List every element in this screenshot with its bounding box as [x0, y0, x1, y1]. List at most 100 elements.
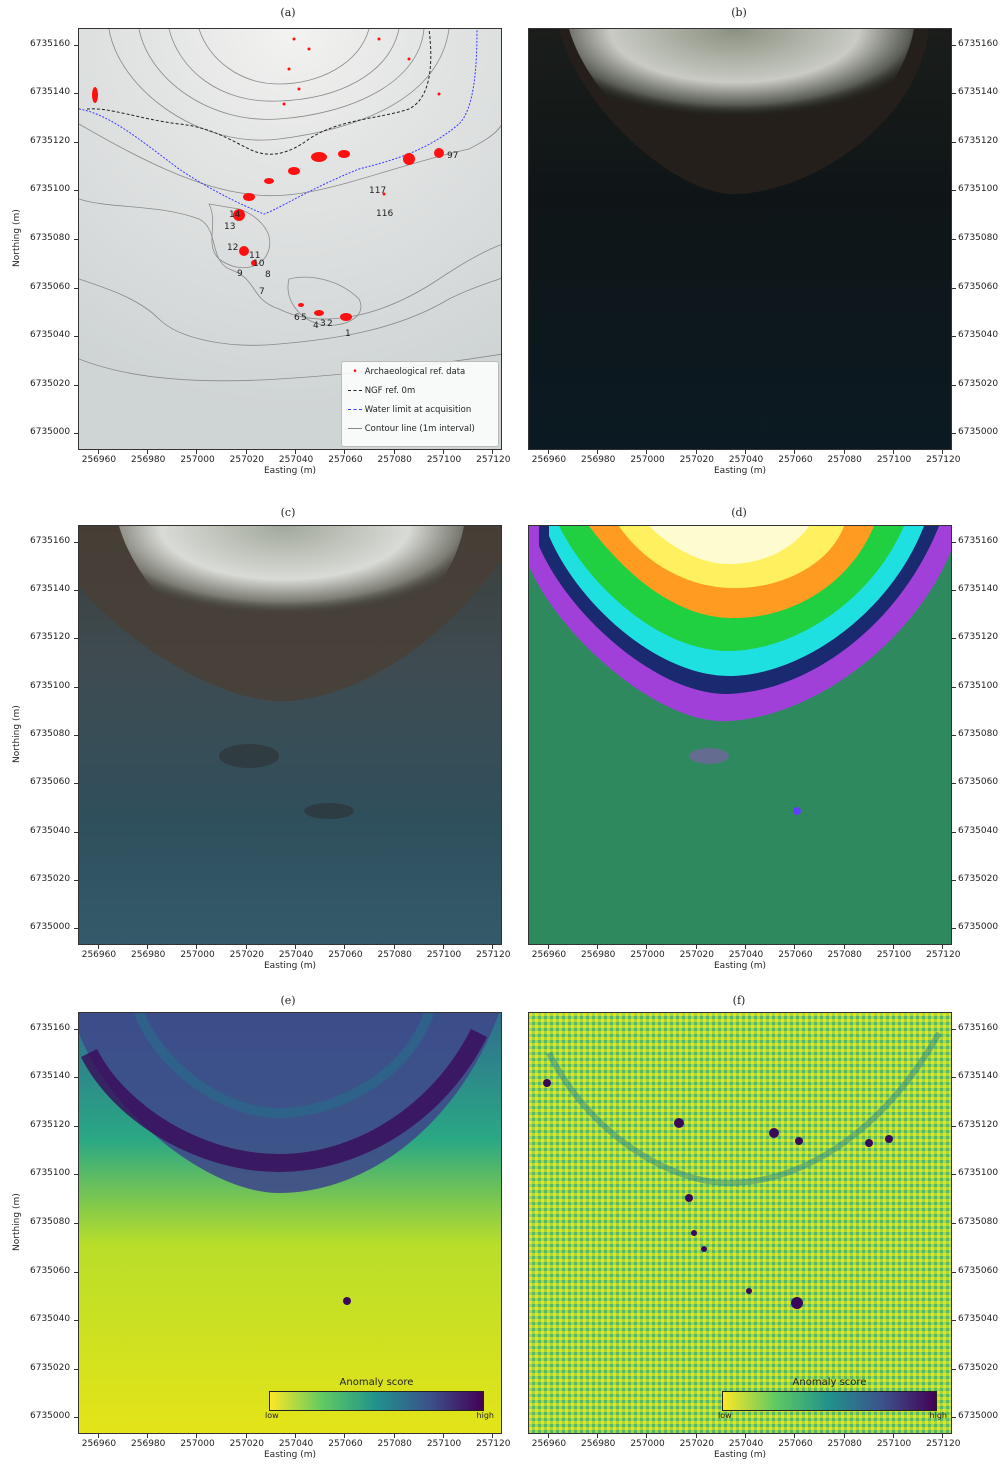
x-tick-mark-c-2: [196, 945, 198, 949]
x-tick-label-d-6: 257080: [827, 950, 862, 960]
x-tick-mark-a-8: [492, 450, 494, 454]
y-tick-mark-a-7: [74, 384, 78, 386]
x-tick-mark-b-7: [892, 450, 894, 454]
x-tick-mark-c-5: [344, 945, 346, 949]
site-label-8: 8: [265, 270, 271, 280]
y-tick-label-b-6: 6735040: [958, 330, 999, 340]
water-limit-line: [79, 29, 478, 215]
x-tick-label-f-4: 257040: [728, 1439, 764, 1449]
x-tick-mark-b-1: [597, 450, 599, 454]
x-axis-label-a: Easting (m): [264, 466, 316, 476]
panel-e-svg: [79, 1013, 501, 1433]
ngf-line: [86, 29, 432, 155]
y-tick-mark-b-8: [952, 433, 956, 435]
x-tick-label-f-3: 257020: [679, 1439, 714, 1449]
anomaly-spots-f: [543, 1079, 893, 1309]
x-tick-label-b-7: 257100: [876, 455, 912, 465]
colorbar-f-gradient: [722, 1391, 937, 1411]
y-tick-mark-c-8: [74, 928, 78, 930]
y-axis-label-a: Northing (m): [12, 209, 22, 267]
x-tick-label-f-7: 257100: [876, 1439, 912, 1449]
x-tick-label-c-8: 257120: [476, 950, 511, 960]
y-tick-label-d-4: 6735080: [958, 729, 999, 739]
x-tick-label-a-6: 257080: [377, 455, 412, 465]
site-label-10: 10: [253, 259, 265, 269]
x-tick-label-e-1: 256980: [131, 1439, 166, 1449]
y-tick-mark-b-2: [952, 141, 956, 143]
colorbar-e: Anomaly score low high: [265, 1377, 494, 1420]
x-tick-label-a-1: 256980: [131, 455, 166, 465]
x-tick-mark-c-6: [393, 945, 395, 949]
y-tick-mark-f-7: [952, 1368, 956, 1370]
x-tick-label-f-5: 257060: [778, 1439, 813, 1449]
y-tick-label-a-1: 6735140: [30, 87, 71, 98]
x-tick-mark-b-2: [646, 450, 648, 454]
y-tick-label-d-7: 6735020: [958, 873, 999, 884]
y-tick-mark-a-1: [74, 93, 78, 95]
x-tick-mark-c-7: [442, 945, 444, 949]
y-tick-mark-f-6: [952, 1320, 956, 1321]
y-tick-mark-d-8: [952, 928, 956, 930]
site-label-2: 2: [327, 319, 333, 329]
x-tick-mark-f-8: [942, 1434, 944, 1438]
y-tick-mark-c-6: [74, 831, 78, 833]
y-tick-label-d-2: 6735120: [958, 632, 999, 643]
y-tick-mark-a-6: [74, 336, 78, 337]
x-tick-label-a-5: 257060: [328, 455, 363, 465]
x-tick-label-c-5: 257060: [328, 950, 363, 960]
x-tick-mark-d-3: [695, 945, 697, 949]
colorbar-e-title: Anomaly score: [339, 1377, 414, 1388]
y-tick-label-e-8: 6735000: [30, 1411, 71, 1422]
y-tick-label-a-5: 6735060: [30, 281, 71, 292]
y-tick-mark-d-3: [952, 686, 956, 688]
y-tick-label-b-1: 6735140: [958, 87, 999, 98]
x-tick-mark-e-4: [294, 1434, 296, 1438]
x-tick-mark-d-4: [744, 945, 746, 949]
site-label-97: 97: [447, 151, 459, 161]
x-tick-mark-a-7: [442, 450, 444, 454]
x-tick-mark-a-3: [245, 450, 247, 454]
site-label-4: 4: [313, 321, 319, 331]
y-tick-label-e-7: 6735020: [30, 1362, 71, 1373]
x-tick-label-a-4: 257040: [278, 455, 314, 465]
y-tick-mark-e-2: [74, 1125, 78, 1127]
y-tick-label-e-0: 6735160: [30, 1022, 71, 1033]
x-tick-label-d-2: 257000: [630, 950, 665, 960]
x-tick-label-b-2: 257000: [630, 455, 665, 465]
x-tick-label-e-8: 257120: [476, 1439, 511, 1449]
y-tick-label-f-3: 6735100: [958, 1168, 999, 1179]
x-axis-label-d: Easting (m): [714, 961, 766, 971]
x-tick-label-b-0: 256960: [531, 455, 567, 465]
x-tick-label-d-7: 257100: [876, 950, 912, 960]
x-tick-label-d-0: 256960: [531, 950, 567, 960]
x-tick-label-b-6: 257080: [827, 455, 862, 465]
y-tick-label-e-5: 6735060: [30, 1265, 71, 1276]
x-tick-mark-c-0: [97, 945, 99, 949]
y-tick-label-f-0: 6735160: [958, 1022, 999, 1033]
x-tick-mark-d-7: [892, 945, 894, 949]
x-tick-mark-f-4: [744, 1434, 746, 1438]
x-tick-mark-b-6: [843, 450, 845, 454]
x-tick-mark-d-5: [794, 945, 796, 949]
x-tick-label-a-7: 257100: [426, 455, 462, 465]
y-tick-label-f-2: 6735120: [958, 1119, 999, 1130]
y-tick-label-f-6: 6735040: [958, 1314, 999, 1324]
y-tick-label-f-8: 6735000: [958, 1411, 999, 1422]
x-tick-label-c-4: 257040: [278, 950, 314, 960]
x-tick-mark-e-5: [344, 1434, 346, 1438]
y-tick-label-b-5: 6735060: [958, 281, 999, 292]
x-tick-mark-d-1: [597, 945, 599, 949]
y-tick-mark-e-3: [74, 1174, 78, 1176]
x-axis-label-c: Easting (m): [264, 961, 316, 971]
y-tick-mark-c-0: [74, 541, 78, 543]
x-tick-label-e-3: 257020: [229, 1439, 264, 1449]
x-tick-label-f-6: 257080: [827, 1439, 862, 1449]
y-tick-label-d-3: 6735100: [958, 680, 999, 691]
legend-item-contour: Contour line (1m interval): [348, 424, 475, 434]
x-tick-mark-e-7: [442, 1434, 444, 1438]
colorbar-e-low: low: [265, 1411, 279, 1420]
x-tick-mark-f-6: [843, 1434, 845, 1438]
site-label-3: 3: [320, 319, 326, 329]
x-tick-label-e-5: 257060: [328, 1439, 363, 1449]
y-tick-mark-f-8: [952, 1417, 956, 1419]
